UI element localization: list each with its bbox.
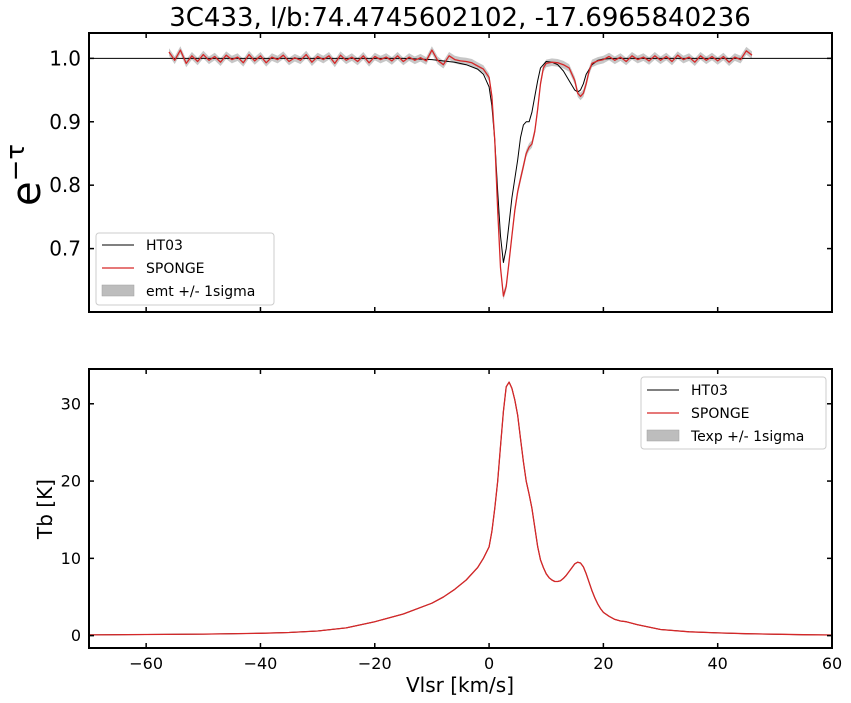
emission-xtick-label: −60 [129,654,163,673]
emission-xtick-label: 0 [484,654,494,673]
absorption-legend-box [95,232,275,306]
absorption-ticks: 0.7 0.8 0.9 1.0 [49,33,833,312]
absorption-series-ht03 [89,57,832,263]
absorption-legend-ht03-label: HT03 [146,238,183,254]
emission-legend: HT03 SPONGE Texp +/- 1sigma [640,376,827,450]
absorption-ytick-label: 0.9 [49,110,81,134]
emission-xtick-label: −40 [244,654,278,673]
absorption-legend-sponge-label: SPONGE [146,261,205,277]
emission-ytick-label: 20 [61,472,81,491]
absorption-ytick-label: 0.7 [49,237,81,261]
absorption-series-sponge [168,49,753,297]
absorption-ytick-label: 0.8 [49,173,81,197]
absorption-legend: HT03 SPONGE emt +/- 1sigma [95,232,275,306]
absorption-panel: 0.7 0.8 0.9 1.0 e−τ HT03 SPONGE emt +/- 1si… [1,32,833,313]
emission-ytick-label: 10 [61,549,81,568]
emission-lines [88,381,833,636]
emission-xtick-label: −20 [358,654,392,673]
emission-axes-frame [88,368,833,649]
emission-series-sponge [88,381,833,636]
emission-legend-box [640,376,827,450]
emission-legend-band-swatch [646,429,680,442]
emission-legend-band-label: Texp +/- 1sigma [690,429,804,445]
emission-legend-ht03-label: HT03 [691,383,728,399]
emission-ytick-label: 0 [71,626,81,645]
emission-legend-sponge-label: SPONGE [691,406,750,422]
absorption-axes-frame [88,32,833,313]
figure-title: 3C433, l/b:74.4745602102, -17.6965840236 [169,3,751,33]
emission-xtick-label: 40 [708,654,728,673]
emission-xtick-label: 20 [593,654,613,673]
emission-xtick-label: 60 [822,654,842,673]
emission-panel: −60 −40 −20 0 20 40 60 0 10 20 30 Tb [K] Vlsr [km/… [33,368,842,697]
emission-ticks: −60 −40 −20 0 20 40 60 0 10 20 30 [61,369,842,673]
absorption-ylabel: e−τ [1,144,50,206]
emission-ytick-label: 30 [61,394,81,413]
absorption-legend-band-label: emt +/- 1sigma [146,284,255,300]
absorption-legend-band-swatch [101,284,135,297]
absorption-ytick-label: 1.0 [49,46,81,70]
absorption-lines [89,49,832,297]
emission-xlabel: Vlsr [km/s] [406,673,514,697]
emission-ylabel: Tb [K] [33,479,57,540]
